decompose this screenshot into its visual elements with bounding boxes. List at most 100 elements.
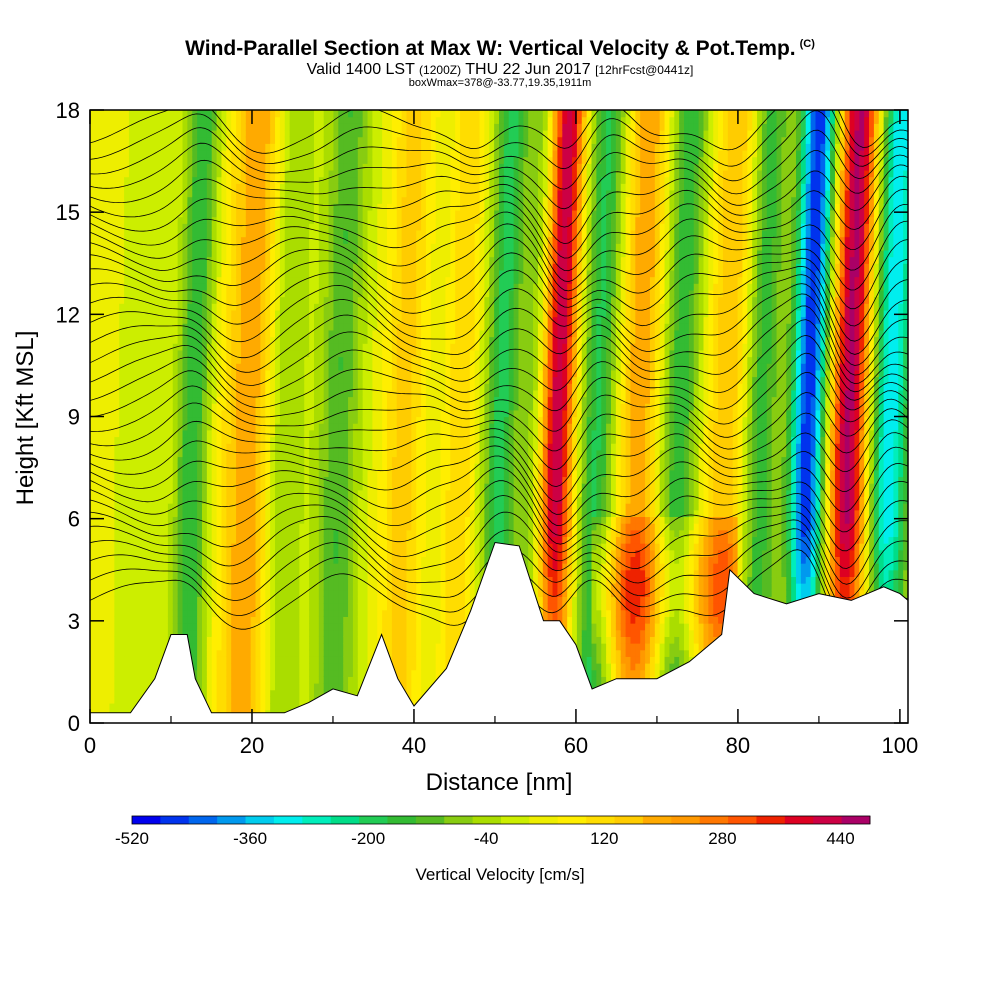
velocity-cell — [226, 196, 232, 204]
velocity-cell — [90, 443, 96, 451]
velocity-cell — [221, 676, 227, 684]
velocity-cell — [240, 503, 247, 511]
velocity-cell — [90, 123, 96, 131]
velocity-cell — [255, 189, 262, 198]
velocity-cell — [114, 569, 120, 578]
velocity-cell — [104, 343, 111, 351]
velocity-cell — [289, 549, 296, 558]
velocity-cell — [265, 209, 271, 218]
velocity-cell — [236, 236, 242, 244]
velocity-cell — [221, 583, 227, 591]
velocity-cell — [90, 223, 96, 231]
velocity-cell — [167, 156, 174, 164]
velocity-cell — [148, 149, 154, 158]
velocity-cell — [177, 536, 184, 544]
velocity-cell — [333, 549, 339, 558]
velocity-cell — [128, 349, 135, 358]
velocity-cell — [236, 429, 242, 438]
velocity-cell — [133, 296, 140, 304]
velocity-cell — [231, 576, 237, 584]
velocity-cell — [177, 269, 184, 278]
velocity-cell — [231, 296, 237, 304]
velocity-cell — [309, 243, 315, 251]
velocity-cell — [275, 616, 281, 624]
velocity-cell — [348, 296, 354, 304]
velocity-cell — [133, 443, 140, 451]
velocity-cell — [323, 436, 330, 444]
velocity-cell — [90, 696, 96, 704]
velocity-cell — [197, 523, 203, 531]
velocity-cell — [348, 189, 354, 198]
velocity-cell — [348, 629, 354, 637]
velocity-cell — [133, 596, 140, 604]
velocity-cell — [309, 163, 315, 171]
velocity-cell — [328, 516, 335, 524]
velocity-cell — [328, 609, 335, 617]
velocity-cell — [275, 403, 281, 411]
velocity-cell — [284, 209, 291, 218]
velocity-cell — [182, 489, 188, 498]
velocity-cell — [182, 476, 188, 484]
velocity-cell — [216, 403, 223, 411]
velocity-cell — [250, 516, 257, 524]
velocity-cell — [172, 536, 179, 544]
velocity-cell — [279, 116, 286, 124]
velocity-cell — [333, 463, 339, 471]
velocity-cell — [275, 243, 281, 251]
velocity-cell — [138, 203, 145, 211]
velocity-cell — [328, 236, 335, 244]
velocity-cell — [231, 123, 237, 131]
velocity-cell — [119, 209, 125, 218]
velocity-cell — [172, 316, 179, 324]
velocity-cell — [250, 249, 257, 258]
velocity-cell — [304, 163, 310, 171]
velocity-cell — [338, 576, 344, 584]
velocity-cell — [323, 543, 330, 551]
velocity-cell — [192, 249, 198, 258]
velocity-cell — [143, 356, 150, 364]
velocity-cell — [133, 583, 140, 591]
velocity-cell — [148, 663, 154, 671]
velocity-cell — [309, 409, 315, 418]
velocity-cell — [201, 463, 208, 471]
velocity-cell — [289, 423, 296, 431]
velocity-cell — [338, 403, 344, 411]
velocity-cell — [143, 243, 150, 251]
velocity-cell — [323, 416, 330, 424]
velocity-cell — [304, 563, 310, 571]
velocity-cell — [128, 616, 135, 624]
velocity-cell — [124, 276, 130, 284]
velocity-cell — [270, 229, 276, 238]
velocity-cell — [299, 203, 305, 211]
velocity-cell — [221, 156, 227, 164]
velocity-cell — [197, 396, 203, 404]
velocity-cell — [245, 603, 252, 611]
velocity-cell — [343, 536, 349, 544]
velocity-cell — [250, 549, 257, 558]
velocity-cell — [114, 656, 120, 664]
velocity-cell — [197, 603, 203, 611]
velocity-cell — [313, 383, 320, 391]
velocity-cell — [240, 583, 247, 591]
velocity-cell — [255, 316, 262, 324]
velocity-cell — [284, 296, 291, 304]
velocity-cell — [99, 583, 106, 591]
velocity-cell — [289, 469, 296, 478]
velocity-cell — [279, 183, 286, 191]
velocity-cell — [255, 596, 262, 604]
velocity-cell — [119, 516, 125, 524]
velocity-cell — [226, 129, 232, 138]
velocity-cell — [114, 429, 120, 438]
velocity-cell — [226, 443, 232, 451]
velocity-cell — [153, 136, 159, 144]
velocity-cell — [153, 636, 159, 644]
velocity-cell — [240, 376, 247, 384]
velocity-cell — [133, 523, 140, 531]
velocity-cell — [240, 110, 247, 118]
velocity-cell — [265, 636, 271, 644]
velocity-cell — [153, 323, 159, 331]
velocity-cell — [279, 436, 286, 444]
velocity-cell — [299, 256, 305, 264]
velocity-cell — [265, 289, 271, 298]
velocity-cell — [226, 596, 232, 604]
